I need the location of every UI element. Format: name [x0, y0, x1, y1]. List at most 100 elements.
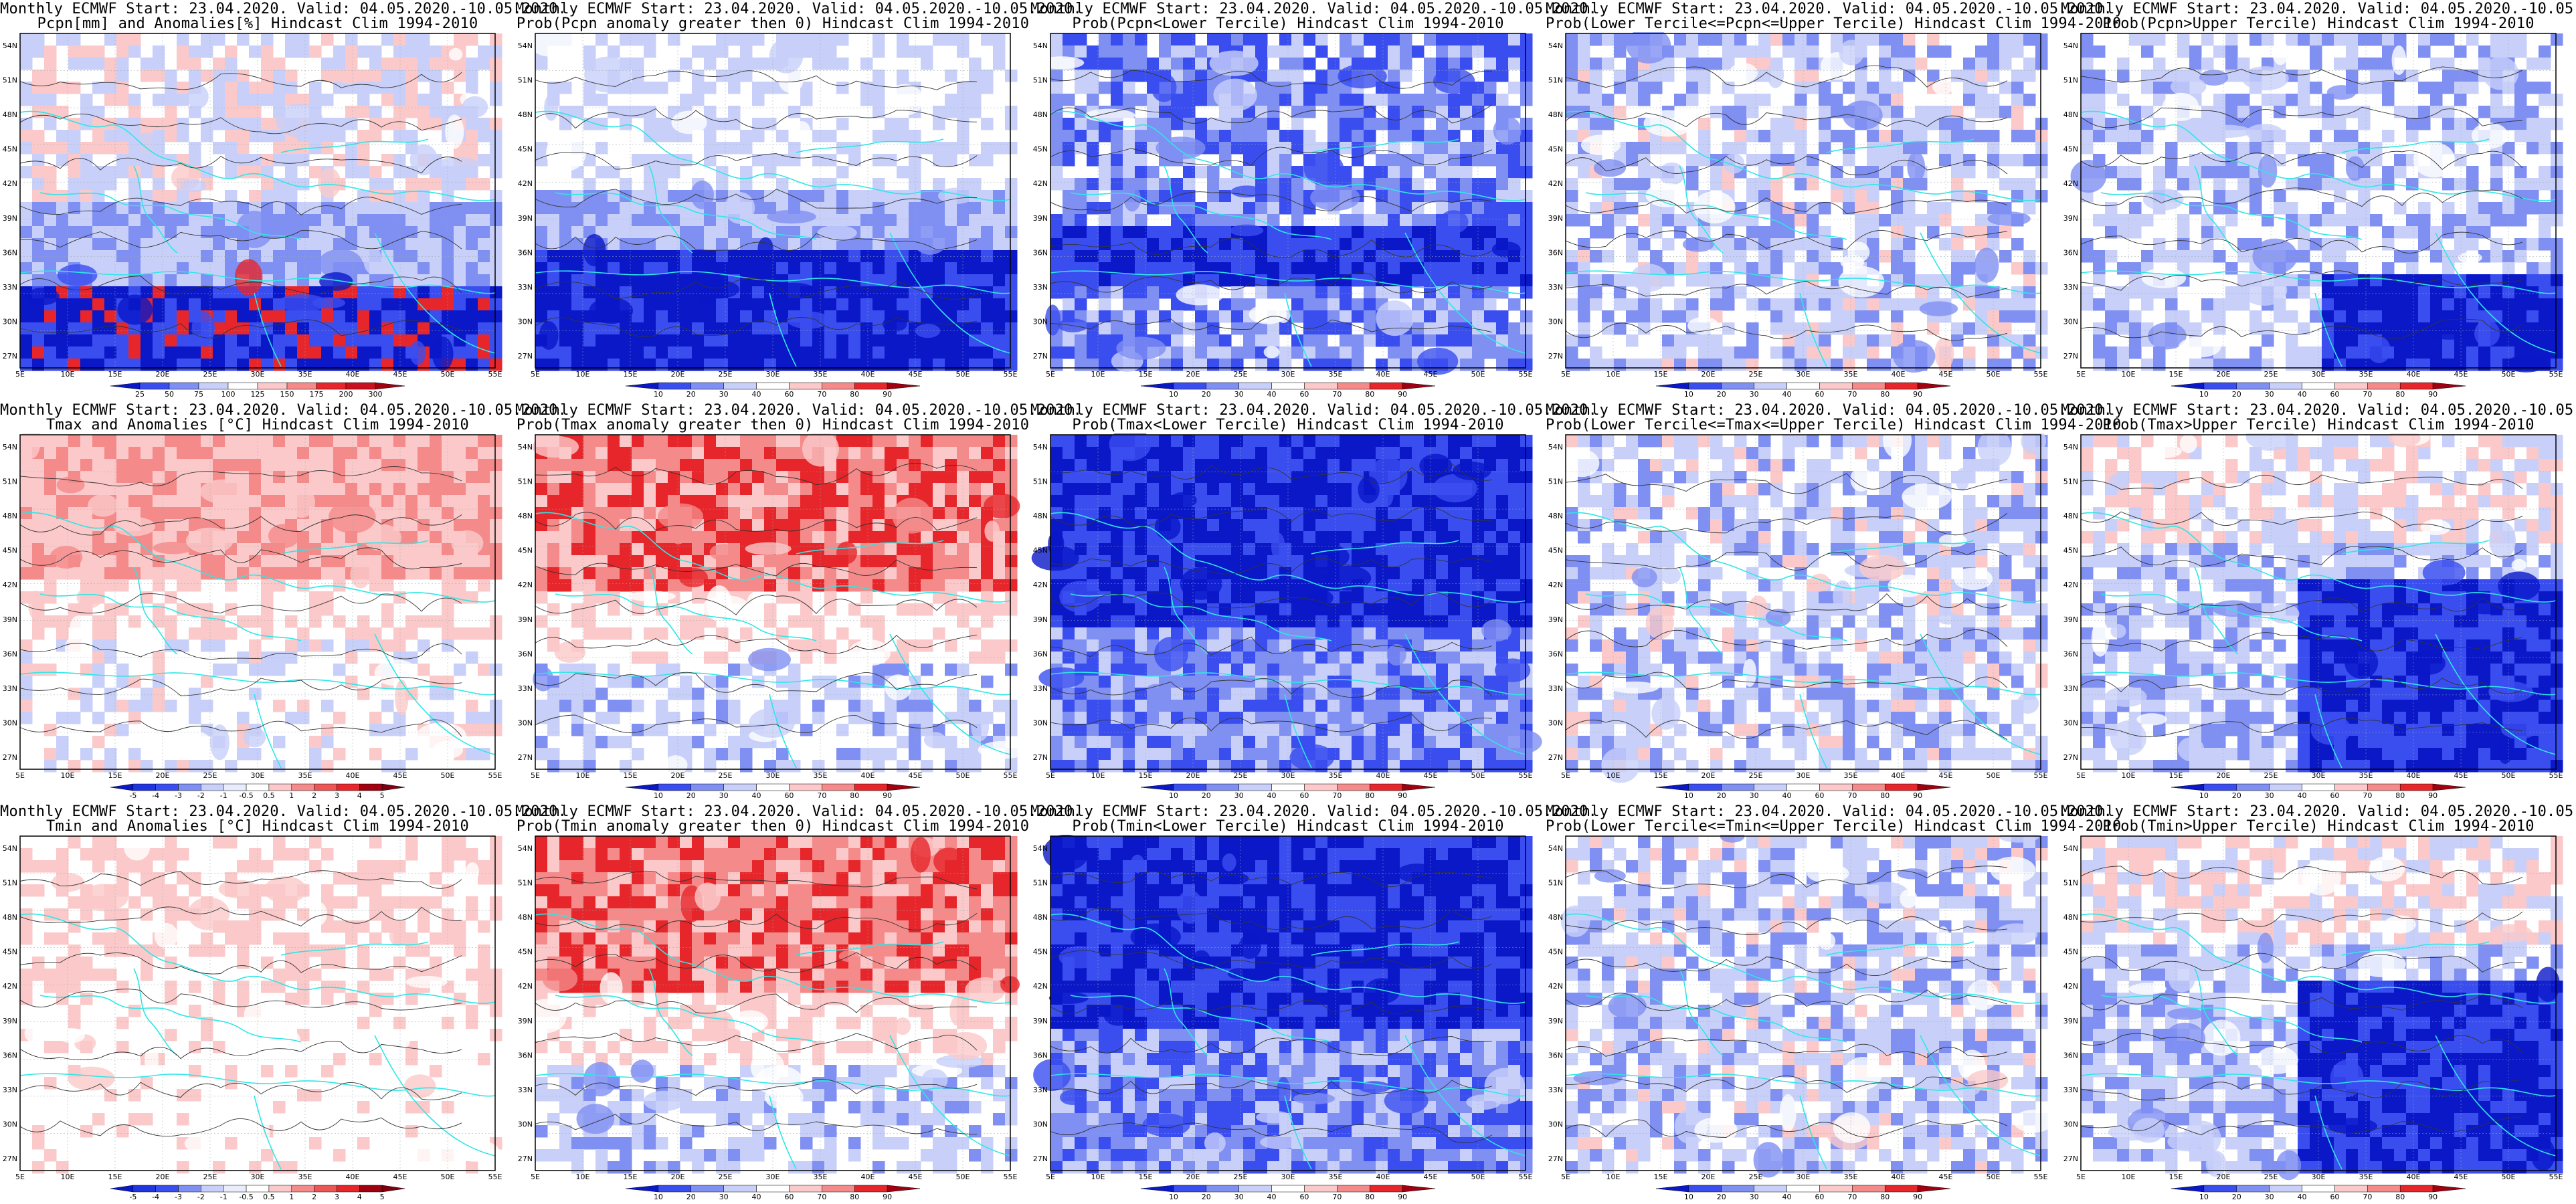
contour-lines [1565, 473, 2008, 740]
lat-tick-label: 48N [3, 913, 17, 922]
colorbar-tick-label: 0.5 [263, 1193, 275, 1201]
lon-tick-label: 5E [1046, 370, 1055, 379]
shaded-field [1560, 835, 2054, 1178]
lat-tick-label: 30N [2063, 317, 2078, 326]
lon-tick-label: 35E [2359, 1173, 2373, 1181]
colorbar-tick-label: 30 [719, 1193, 729, 1201]
map-panel: Monthly ECMWF Start: 23.04.2020. Valid: … [1030, 803, 1597, 1204]
colorbar-tick-label: 60 [2330, 791, 2339, 800]
lon-tick-label: 30E [251, 1173, 265, 1181]
lat-tick-label: 39N [1033, 1017, 1048, 1025]
lon-tick-label: 50E [441, 370, 455, 379]
coastlines [1565, 512, 2041, 769]
lat-tick-label: 54N [1033, 443, 1048, 452]
contour-lines [2080, 866, 2523, 1136]
colorbar-tick-label: 150 [280, 390, 294, 399]
lon-tick-label: 35E [1329, 771, 1343, 780]
lat-tick-label: 48N [1033, 110, 1048, 119]
colorbar-tick-label: 60 [784, 791, 794, 800]
shaded-field [20, 33, 502, 371]
colorbar-tick-label: 40 [1782, 1193, 1792, 1201]
lon-tick-label: 15E [624, 1173, 638, 1181]
lat-tick-label: 54N [2063, 41, 2078, 50]
coastlines [2080, 110, 2557, 367]
lat-tick-label: 30N [3, 317, 17, 326]
colorbar-tick-label: 80 [1880, 390, 1890, 399]
coastlines [19, 913, 496, 1170]
colorbar: 10 20 30 40 60 70 80 90 [2171, 382, 2466, 399]
colorbar-tick-label: 40 [1267, 1193, 1277, 1201]
lat-tick-label: 30N [1033, 718, 1048, 727]
lat-tick-label: 36N [1033, 248, 1048, 257]
colorbar-tick-label: 70 [1332, 791, 1342, 800]
lat-tick-label: 51N [2063, 76, 2078, 85]
lon-tick-label: 35E [2359, 771, 2373, 780]
lon-tick-label: 55E [1519, 370, 1533, 379]
lat-tick-label: 45N [518, 948, 533, 957]
colorbar-tick-label: 90 [1398, 1193, 1407, 1201]
colorbar-tick-label: 60 [784, 1193, 794, 1201]
lat-tick-label: 30N [2063, 718, 2078, 727]
colorbar-tick-label: 20 [1202, 791, 1211, 800]
panel-title-line2: Tmax and Anomalies [°C] Hindcast Clim 19… [46, 417, 469, 433]
lat-tick-label: 51N [1033, 879, 1048, 888]
lon-tick-label: 50E [1987, 370, 2001, 379]
lon-tick-label: 5E [2076, 771, 2086, 780]
colorbar-tick-label: 10 [1169, 791, 1178, 800]
lat-tick-label: 48N [1548, 512, 1563, 520]
lat-tick-label: 42N [3, 581, 17, 589]
lat-tick-label: 48N [518, 913, 533, 922]
lon-tick-label: 50E [956, 771, 970, 780]
colorbar-tick-label: 40 [1782, 390, 1792, 399]
lon-tick-label: 45E [909, 771, 923, 780]
colorbar-tick-label: -4 [152, 791, 159, 800]
lat-tick-label: 30N [1033, 1120, 1048, 1128]
lat-tick-label: 39N [1033, 214, 1048, 223]
colorbar-tick-label: 80 [2395, 390, 2405, 399]
lon-tick-label: 45E [1424, 1173, 1438, 1181]
colorbar-tick-label: 20 [1717, 1193, 1726, 1201]
panel-title-line2: Prob(Tmax>Upper Tercile) Hindcast Clim 1… [2102, 417, 2535, 433]
lon-tick-label: 15E [2169, 771, 2183, 780]
lon-tick-label: 45E [2454, 1173, 2468, 1181]
colorbar-tick-label: 90 [1398, 791, 1407, 800]
lon-tick-label: 30E [1281, 370, 1295, 379]
colorbar: 10 20 30 40 60 70 80 90 [625, 783, 921, 800]
colorbar-tick-label: 40 [2298, 791, 2307, 800]
map-plot: 54N 51N 48N 45N 42N 39N 36N 33N 30N 27N 5E 10E 15E 20… [1033, 33, 1533, 399]
colorbar-tick-label: 80 [1880, 791, 1890, 800]
colorbar-tick-label: 60 [784, 390, 794, 399]
lon-tick-label: 40E [2407, 771, 2421, 780]
lat-tick-label: 39N [1548, 615, 1563, 624]
map-plot: 54N 51N 48N 45N 42N 39N 36N 33N 30N 27N 5E 10E 15E 20… [3, 33, 502, 399]
lon-tick-label: 30E [2312, 1173, 2326, 1181]
colorbar-tick-label: 90 [883, 390, 892, 399]
lat-tick-label: 27N [518, 753, 533, 762]
lon-tick-label: 5E [1561, 771, 1570, 780]
lon-tick-label: 35E [298, 370, 312, 379]
shaded-field [2081, 433, 2563, 773]
lon-tick-label: 25E [2264, 370, 2278, 379]
colorbar-tick-label: 30 [1234, 791, 1244, 800]
lat-tick-label: 45N [518, 145, 533, 154]
coastlines [2080, 913, 2557, 1170]
lon-tick-label: 50E [2502, 1173, 2516, 1181]
lon-tick-label: 55E [1004, 771, 1018, 780]
map-plot: 54N 51N 48N 45N 42N 39N 36N 33N 30N 27N 5E 10E 15E 20… [2063, 33, 2563, 399]
lon-tick-label: 40E [2407, 1173, 2421, 1181]
lon-tick-label: 45E [2454, 771, 2468, 780]
lat-tick-label: 48N [3, 512, 17, 520]
shaded-field [532, 433, 1029, 775]
graticule [1050, 836, 1526, 1171]
lat-tick-label: 36N [2063, 649, 2078, 658]
lon-tick-label: 50E [2502, 370, 2516, 379]
map-panel: Monthly ECMWF Start: 23.04.2020. Valid: … [2061, 803, 2576, 1204]
colorbar-tick-label: 30 [1750, 791, 1759, 800]
lat-tick-label: 45N [3, 546, 17, 555]
lat-tick-label: 30N [3, 1120, 17, 1128]
lon-tick-label: 40E [346, 1173, 360, 1181]
lon-tick-label: 45E [909, 1173, 923, 1181]
colorbar-tick-label: 30 [2265, 791, 2274, 800]
map-panel: Monthly ECMWF Start: 23.04.2020. Valid: … [515, 803, 1082, 1204]
lat-tick-label: 42N [518, 982, 533, 991]
